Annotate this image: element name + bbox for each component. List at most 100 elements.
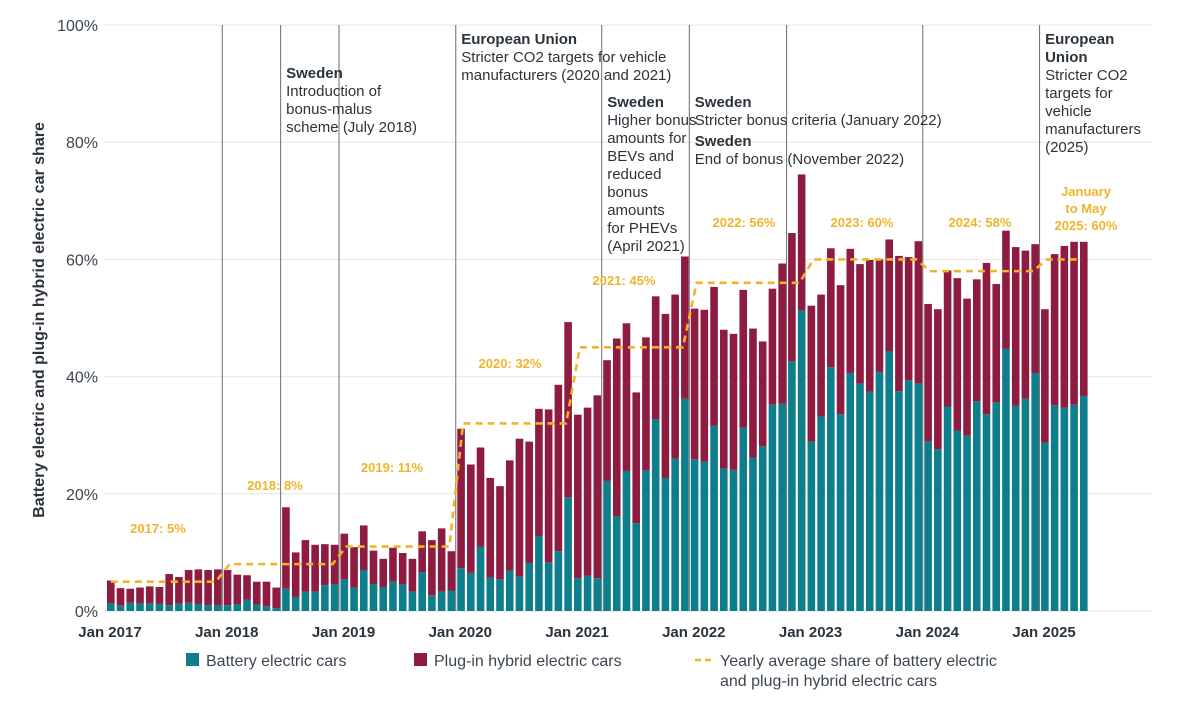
bar-bev [963,435,971,611]
bar-bev [467,572,475,611]
bar-bev [145,603,154,611]
annotation-text: scheme (July 2018) [286,119,417,136]
bar-bev [564,497,572,611]
bar-bev [953,430,962,611]
bar-bev [136,603,144,611]
y-axis-label: Battery electric and plug-in hybrid elec… [31,122,48,518]
bar-phev [194,569,203,604]
bar-bev [739,427,748,611]
bar-phev [904,257,913,381]
bar-phev [622,323,631,471]
bar-phev [963,298,971,436]
bar-bev [1060,407,1069,611]
bar-bev [233,603,242,611]
bar-phev [389,547,397,582]
bar-phev [291,552,300,597]
x-tick-label: Jan 2019 [312,624,375,641]
annotation-text: Introduction of [286,83,382,100]
bar-bev [710,425,718,611]
bar-bev [379,586,388,611]
bar-phev [1011,247,1020,406]
bar-phev [311,544,319,592]
year-average-labels: 2017: 5% 2018: 8% 2019: 11% 2020: 32% 2021: … [130,184,1118,536]
bar-bev [612,516,621,611]
annotation-heading: Sweden [607,94,664,111]
bar-bev [914,383,923,611]
bar-bev [846,373,855,611]
bar-phev [778,263,786,404]
bar-phev [865,259,874,392]
bar-phev [350,547,358,588]
bar-phev [457,428,465,569]
bar-phev [447,551,456,591]
bar-bev [788,361,796,611]
bar-phev [165,574,173,606]
bar-phev [369,550,378,585]
bar-bev [1050,405,1059,611]
x-axis-ticks: Jan 2017 Jan 2018 Jan 2019 Jan 2020 Jan 2021… [78,624,1075,641]
bar-phev [739,289,748,428]
annotation-heading: European Union [461,31,577,48]
bar-phev [603,360,611,481]
year-average-label: 2020: 32% [479,356,542,371]
year-average-label: 2024: 58% [949,215,1012,230]
bar-phev [136,587,144,604]
bar-phev [505,460,514,571]
bar-phev [515,438,524,577]
bar-bev [282,588,290,611]
bar-bev [934,449,942,611]
bar-phev [233,574,242,604]
bar-phev [690,308,699,460]
bar-bev [486,577,495,611]
x-tick-label: Jan 2024 [896,624,960,641]
annotation-text: (2025) [1045,139,1088,156]
x-tick-label: Jan 2025 [1012,624,1075,641]
bar-phev [408,558,417,592]
bar-phev [126,588,135,603]
bar-bev [330,584,339,611]
y-tick-label: 20% [66,487,98,504]
y-tick-label: 60% [66,252,98,269]
legend-swatch-bev [186,653,199,666]
annotation-heading: Sweden [286,65,343,82]
bar-phev [583,407,592,576]
bar-bev [827,367,835,611]
annotation-text: for PHEVs [607,220,677,237]
annotation-text: End of bonus (November 2022) [695,151,904,168]
bar-phev [184,569,193,603]
bar-phev [223,569,232,606]
bar-bev [252,604,261,611]
bar-phev [671,294,679,459]
bar-phev [875,259,884,372]
bar-bev [768,404,777,611]
bar-bev [525,562,533,611]
bar-phev [437,528,446,592]
bar-phev [729,333,738,470]
legend-label: and plug-in hybrid electric cars [720,673,937,690]
bar-phev [749,328,757,458]
bar-phev [214,569,222,606]
year-average-label: 2022: 56% [713,215,776,230]
x-tick-label: Jan 2020 [429,624,492,641]
bar-phev [476,447,485,547]
annotation-text: vehicle [1045,103,1092,120]
bar-bev [155,603,164,611]
annotation-text: Stricter bonus criteria (January 2022) [695,112,942,129]
bar-bev [1002,348,1010,611]
bar-bev [817,416,825,611]
bar-bev [291,596,300,611]
bar-phev [486,477,495,578]
bar-bev [1041,442,1049,611]
bar-phev [1002,230,1010,349]
year-average-label: 2017: 5% [130,521,186,536]
bar-bev [1011,405,1020,611]
bar-bev [943,406,952,611]
bar-bev [175,603,183,611]
bar-bev [437,591,446,611]
annotation-text: amounts for [607,130,686,147]
bar-phev [934,309,942,450]
bar-bev [204,605,212,611]
bar-bev [642,470,650,611]
bar-phev [574,414,582,579]
bar-bev [807,441,816,611]
